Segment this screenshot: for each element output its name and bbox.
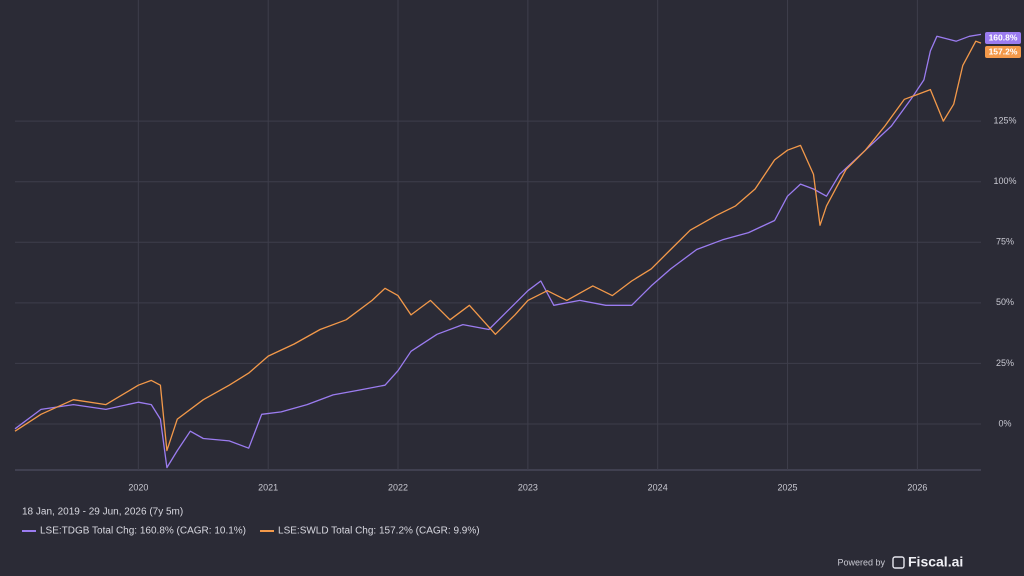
x-tick-label: 2025 [778,482,798,492]
powered-by: Powered by [837,557,885,567]
brand: Fiscal.ai [908,554,963,570]
y-tick-label: 50% [996,297,1014,307]
x-tick-label: 2022 [388,482,408,492]
y-tick-label: 75% [996,237,1014,247]
y-tick-label: 25% [996,358,1014,368]
subtitle: 18 Jan, 2019 - 29 Jun, 2026 (7y 5m) [22,507,183,518]
end-label: 160.8% [989,32,1018,42]
y-tick-label: 100% [993,176,1016,186]
y-tick-label: 125% [993,116,1016,126]
x-tick-label: 2023 [518,482,538,492]
series-line [14,40,982,452]
x-tick-label: 2026 [907,482,927,492]
brand-logo [892,556,905,569]
end-badge [985,32,1021,44]
end-label: 157.2% [989,46,1018,56]
x-tick-label: 2024 [648,482,668,492]
legend-label: LSE:SWLD Total Chg: 157.2% (CAGR: 9.9%) [278,526,480,537]
x-tick-label: 2021 [258,482,278,492]
x-tick-label: 2020 [128,482,148,492]
legend-label: LSE:TDGB Total Chg: 160.8% (CAGR: 10.1%) [40,526,246,537]
y-tick-label: 0% [998,418,1011,428]
end-badge [985,46,1021,58]
